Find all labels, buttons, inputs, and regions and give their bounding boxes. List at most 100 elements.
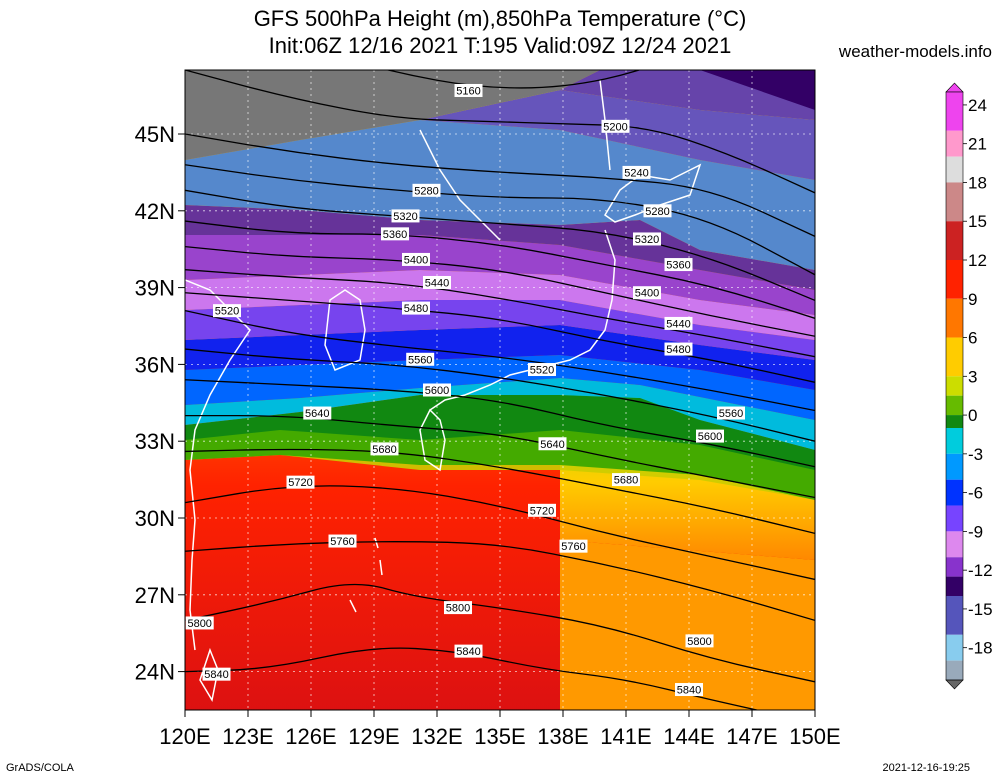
contour-label-5320-box xyxy=(391,209,420,223)
temperature-colorbar: 24 21 18 15 12 9 6 3 0 -3 -6 -9 -12 -15 -18 xyxy=(945,82,993,690)
contour-label-5600: 5600 xyxy=(425,385,449,397)
contour-label-5640-box xyxy=(538,437,567,451)
contour-label-5600: 5600 xyxy=(698,431,722,443)
lon-tick-label: 132E xyxy=(411,724,462,749)
colorbar-label: 12 xyxy=(968,251,987,270)
colorbar-label: 9 xyxy=(968,290,977,309)
colorbar-segment xyxy=(946,479,963,506)
contour-5440 xyxy=(185,269,815,358)
contour-label-5280: 5280 xyxy=(645,206,669,218)
contour-5720 xyxy=(185,485,815,581)
contour-label-5520-box xyxy=(213,304,241,318)
lat-tick-label: 45N xyxy=(135,122,175,147)
contour-5680 xyxy=(185,448,815,534)
colorbar-segment xyxy=(946,260,963,299)
contour-label-5800-box xyxy=(685,634,714,648)
contour-label-5480: 5480 xyxy=(404,303,428,315)
contour-label-5800-box xyxy=(185,616,214,630)
contour-label-5200-box xyxy=(601,119,630,133)
colorbar-segment xyxy=(946,337,963,377)
site-credit: weather-models.info xyxy=(838,42,992,61)
contour-label-5680-box xyxy=(612,473,640,487)
contour-5760 xyxy=(185,541,815,622)
contour-label-5280-box xyxy=(643,204,672,218)
colorbar-label: 0 xyxy=(968,406,977,425)
contour-label-5480-box xyxy=(402,301,430,315)
lon-tick-label: 150E xyxy=(789,724,840,749)
lon-tick-label: 120E xyxy=(159,724,210,749)
contour-label-5560-box xyxy=(406,352,435,366)
colorbar-label: -18 xyxy=(968,639,993,658)
contour-label-5520: 5520 xyxy=(530,365,554,377)
colorbar-label: 24 xyxy=(968,96,987,115)
contour-label-5560-box xyxy=(717,406,745,420)
contour-label-5400-box xyxy=(633,286,661,300)
contour-5400 xyxy=(185,245,815,337)
colorbar-label: -6 xyxy=(968,484,983,503)
contour-5600 xyxy=(185,379,815,468)
colorbar-label: -15 xyxy=(968,600,993,619)
lat-tick-label: 42N xyxy=(135,199,175,224)
contour-label-5840: 5840 xyxy=(677,685,701,697)
contour-5800 xyxy=(185,583,815,683)
contour-label-5760-box xyxy=(559,539,588,553)
contour-label-5760: 5760 xyxy=(330,536,354,548)
contour-label-5800: 5800 xyxy=(446,603,470,615)
lon-tick-label: 144E xyxy=(663,724,714,749)
contour-label-5400: 5400 xyxy=(404,254,428,266)
contour-label-5760: 5760 xyxy=(561,541,585,553)
contour-label-5680: 5680 xyxy=(614,475,638,487)
contour-label-5760-box xyxy=(328,534,357,548)
contour-label-5320: 5320 xyxy=(393,211,417,223)
contour-label-5320: 5320 xyxy=(635,234,659,246)
lon-tick-label: 141E xyxy=(600,724,651,749)
colorbar-bottom-arrow xyxy=(945,679,964,690)
colorbar-segment xyxy=(946,531,963,558)
japan-hokkaido-coast xyxy=(603,163,702,223)
colorbar-segment xyxy=(946,505,963,532)
lon-tick-label: 135E xyxy=(474,724,525,749)
contour-5560 xyxy=(185,348,815,442)
colorbar-segment xyxy=(946,395,963,416)
contour-label-5720-box xyxy=(286,475,315,489)
contour-label-5280: 5280 xyxy=(414,185,438,197)
contour-label-5560: 5560 xyxy=(408,354,432,366)
contour-label-5800: 5800 xyxy=(187,618,211,630)
contour-label-5840: 5840 xyxy=(204,669,228,681)
contour-label-5400-box xyxy=(402,252,430,266)
contour-label-5840-box xyxy=(202,667,231,681)
map-title-line-1: GFS 500hPa Height (m),850hPa Temperature… xyxy=(253,6,747,31)
lat-tick-label: 36N xyxy=(135,352,175,377)
contour-5520 xyxy=(185,310,815,412)
colorbar-label: 15 xyxy=(968,212,987,231)
contour-label-5240-box xyxy=(622,165,651,179)
contour-label-5360: 5360 xyxy=(666,260,690,272)
colorbar-label: -9 xyxy=(968,522,983,541)
contour-5640 xyxy=(185,414,815,499)
contour-label-5720: 5720 xyxy=(530,505,554,517)
contour-label-5440-box xyxy=(423,275,451,289)
lat-tick-label: 24N xyxy=(135,660,175,685)
contour-label-5400: 5400 xyxy=(635,288,659,300)
colorbar-segment xyxy=(946,660,963,680)
lat-tick-label: 33N xyxy=(135,429,175,454)
colorbar-label: 18 xyxy=(968,173,987,192)
contour-label-5720: 5720 xyxy=(288,477,312,489)
contour-label-5800: 5800 xyxy=(687,636,711,648)
ryukyu-islands xyxy=(349,537,383,613)
lon-tick-label: 126E xyxy=(285,724,336,749)
colorbar-label: 21 xyxy=(968,135,987,154)
colorbar-label: 6 xyxy=(968,329,977,348)
colorbar-segment xyxy=(946,376,963,396)
contour-label-5240: 5240 xyxy=(624,167,648,179)
map-title-line-2: Init:06Z 12/16 2021 T:195 Valid:09Z 12/2… xyxy=(268,33,732,58)
colorbar-segment xyxy=(946,130,963,157)
lon-tick-label: 138E xyxy=(537,724,588,749)
height-contours xyxy=(185,70,815,710)
colorbar-segment xyxy=(946,453,963,480)
colorbar-segment xyxy=(946,634,963,661)
contour-label-5840-box xyxy=(454,644,483,658)
colorbar-label: -3 xyxy=(968,445,983,464)
contour-label-5640: 5640 xyxy=(305,408,329,420)
